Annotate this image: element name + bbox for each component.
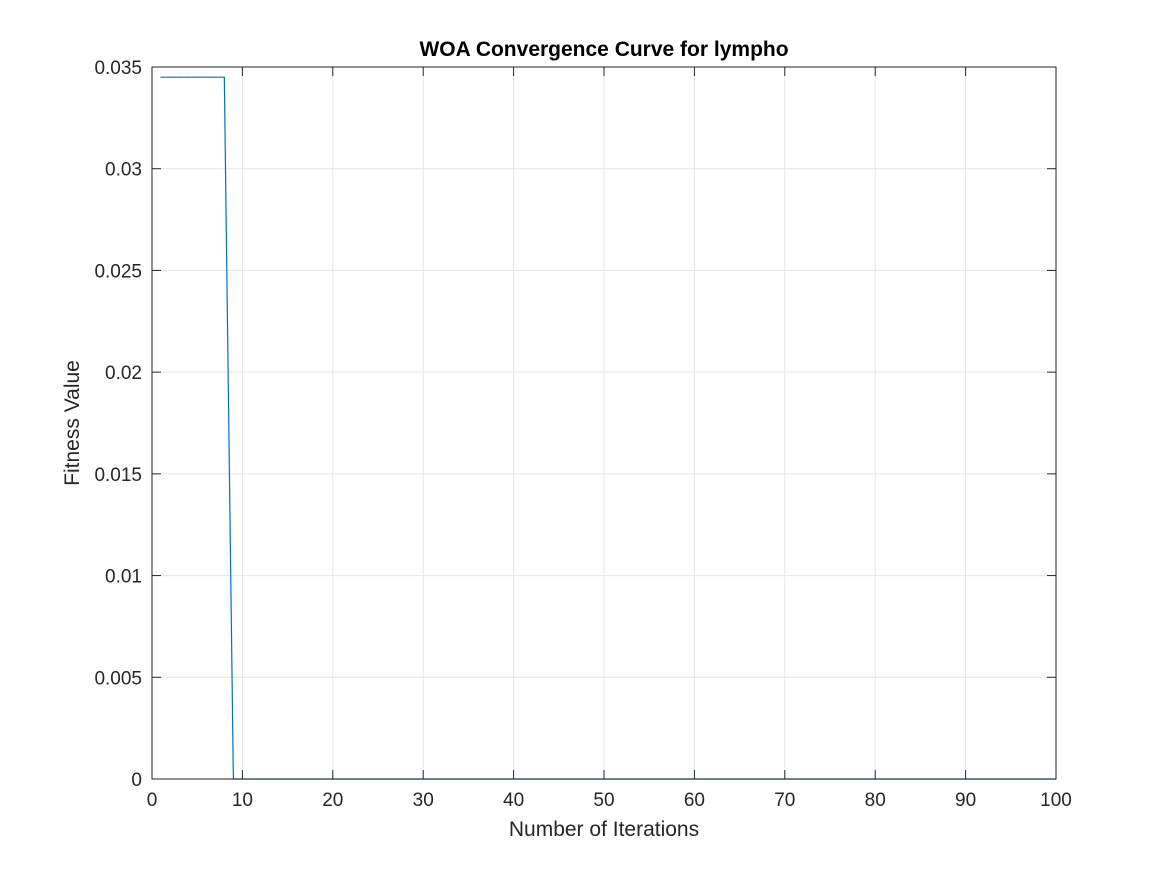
x-tick-label: 20 xyxy=(322,790,343,811)
x-tick-label: 100 xyxy=(1040,790,1072,811)
tick-layer: 0 10 20 30 40 50 60 70 80 90 100 0 0.005 0.01 0.015 0.0… xyxy=(94,58,1071,811)
data-point xyxy=(187,76,189,78)
x-tick-label: 70 xyxy=(774,790,795,811)
x-tick-label: 30 xyxy=(413,790,434,811)
x-axis-label: Number of Iterations xyxy=(509,818,699,841)
x-tick-label: 80 xyxy=(865,790,886,811)
y-tick-label: 0.015 xyxy=(94,465,142,486)
y-tick-label: 0.03 xyxy=(105,160,142,181)
x-tick-label: 40 xyxy=(503,790,524,811)
data-point xyxy=(205,76,207,78)
x-tick-label: 90 xyxy=(955,790,976,811)
x-tick-label: 50 xyxy=(593,790,614,811)
data-point xyxy=(196,76,198,78)
y-tick-label: 0.035 xyxy=(94,58,142,79)
data-point xyxy=(169,76,171,78)
y-tick-label: 0.005 xyxy=(94,668,142,689)
data-point xyxy=(214,76,216,78)
data-point xyxy=(160,76,162,78)
y-tick-label: 0.02 xyxy=(105,363,142,384)
x-tick-label: 60 xyxy=(684,790,705,811)
chart-title: WOA Convergence Curve for lympho xyxy=(419,38,788,61)
y-tick-label: 0.025 xyxy=(94,261,142,282)
x-tick-label: 10 xyxy=(232,790,253,811)
data-point xyxy=(178,76,180,78)
y-axis-label: Fitness Value xyxy=(61,360,84,486)
y-tick-label: 0.01 xyxy=(105,567,142,588)
y-tick-label: 0 xyxy=(131,770,142,791)
data-point xyxy=(223,76,225,78)
x-tick-label: 0 xyxy=(147,790,158,811)
